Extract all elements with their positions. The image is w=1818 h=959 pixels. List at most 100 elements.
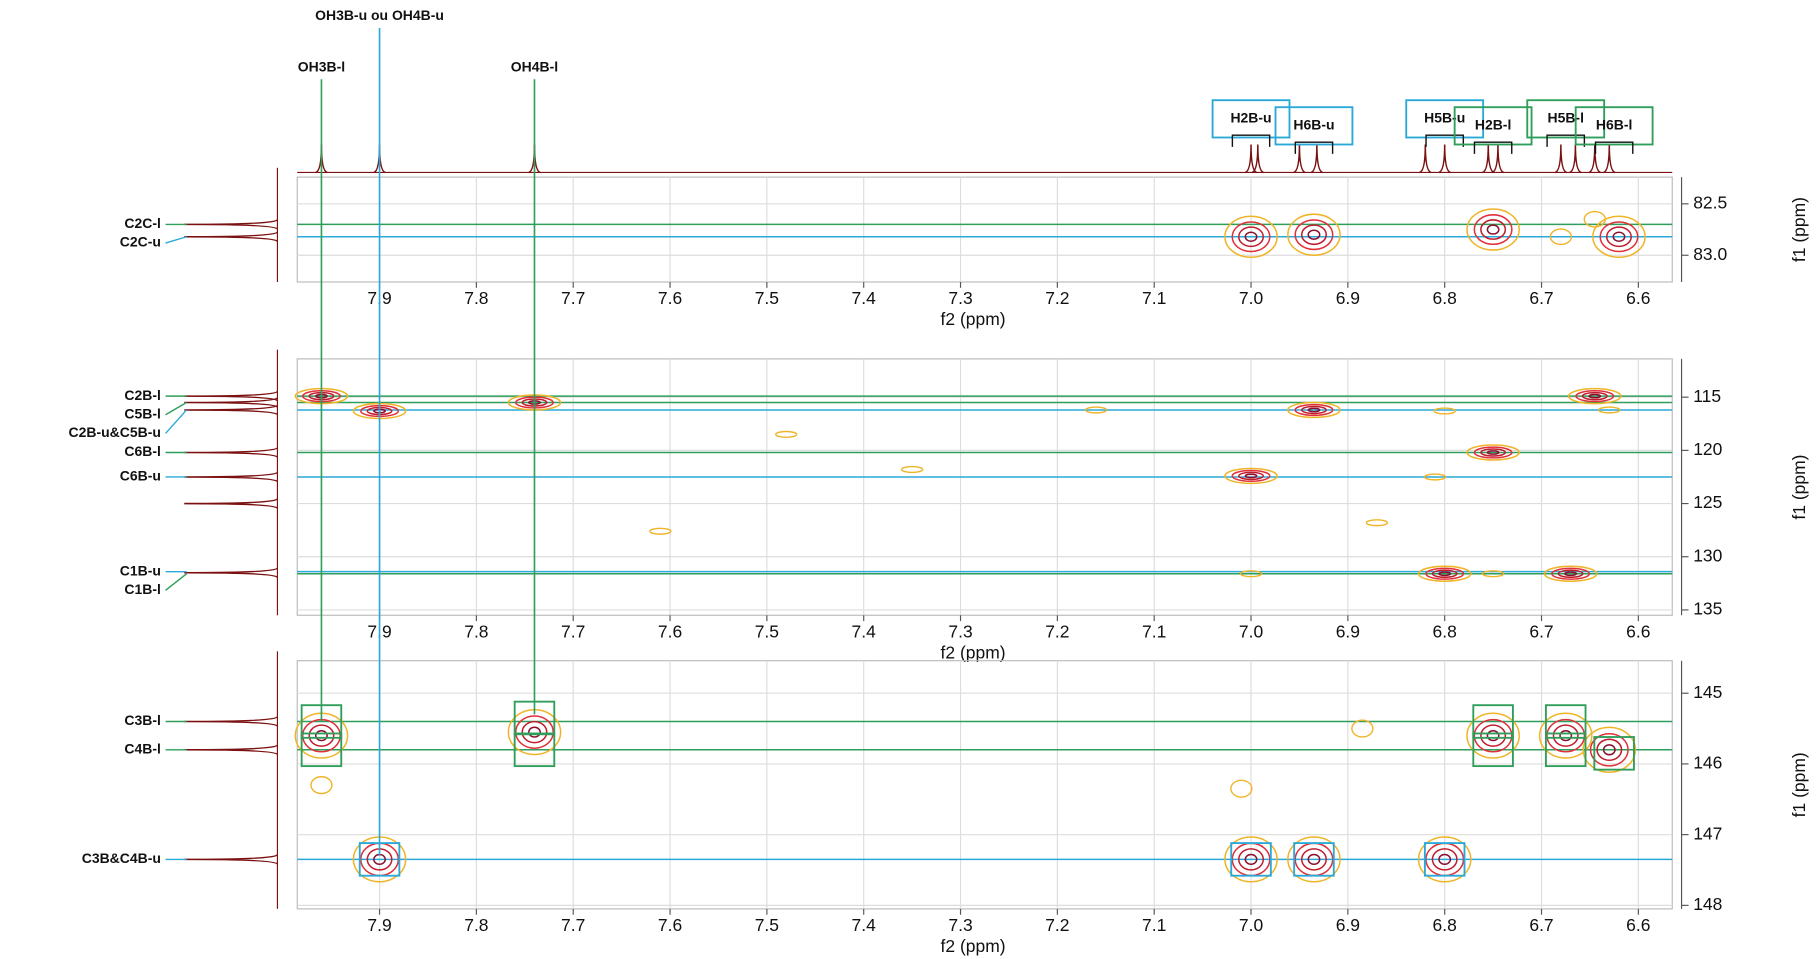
x-axis-label: f2 (ppm) <box>941 642 1006 662</box>
contour <box>1588 393 1602 399</box>
contour <box>1559 729 1573 742</box>
contour <box>1244 853 1258 866</box>
label-box <box>1453 106 1533 146</box>
cross-peak <box>1287 213 1341 256</box>
weak-peak <box>1084 406 1108 414</box>
f2-peak <box>1310 144 1324 174</box>
f1-peak <box>184 397 279 408</box>
contour <box>308 724 335 747</box>
contour <box>1480 219 1507 240</box>
contour <box>1431 848 1458 871</box>
y-axis-label: f1 (ppm) <box>1789 752 1809 817</box>
x-tick-label: 7.8 <box>464 915 488 935</box>
contour <box>514 715 554 749</box>
contour <box>1417 836 1472 883</box>
contour <box>1564 571 1578 577</box>
contour <box>1567 387 1622 405</box>
f2-peak <box>1603 144 1616 174</box>
contour <box>1599 221 1639 253</box>
x-tick-label: 7.5 <box>755 915 779 935</box>
contour <box>1486 450 1500 455</box>
x-tick-label: 7.5 <box>755 288 779 308</box>
x-tick-label: 7.2 <box>1045 288 1069 308</box>
f1-peak <box>184 498 279 509</box>
f2-peak <box>1491 144 1505 174</box>
contour <box>1546 718 1586 753</box>
contour <box>1557 569 1584 579</box>
cross-peak <box>1567 387 1622 405</box>
contour <box>1307 407 1321 413</box>
f1-peak <box>184 854 279 865</box>
x-tick-label: 6.7 <box>1529 915 1553 935</box>
proton-box-label: H2B-l <box>1475 117 1511 133</box>
contour <box>1473 718 1513 753</box>
contour <box>1438 571 1452 577</box>
f1-peak <box>184 471 279 483</box>
contour <box>1473 446 1513 459</box>
contour <box>1486 224 1500 235</box>
contour <box>1238 848 1265 871</box>
carbon-label: C2C-u <box>120 234 161 250</box>
contour <box>1300 405 1327 415</box>
peak-box <box>1472 704 1514 739</box>
proton-box-label: H6B-l <box>1596 117 1632 133</box>
weak-peak <box>1583 210 1606 228</box>
f2-peak <box>1554 144 1568 174</box>
f1-peak <box>184 404 279 416</box>
cross-peak <box>1582 726 1637 773</box>
peak-box <box>1423 842 1466 877</box>
label-box <box>1211 99 1291 139</box>
contour <box>1466 444 1520 461</box>
x-tick-label: 7.6 <box>658 288 682 308</box>
contour <box>1538 712 1593 759</box>
x-tick-label: 7.7 <box>561 288 585 308</box>
x-tick-label: 7.3 <box>948 288 972 308</box>
contour <box>1417 565 1472 582</box>
contour <box>1551 567 1591 580</box>
x-tick-label: 7.2 <box>1045 915 1069 935</box>
weak-peak <box>1365 519 1389 527</box>
cross-peak <box>507 708 562 756</box>
proton-box-label: H6B-u <box>1293 117 1334 133</box>
f2-peak <box>1569 144 1582 174</box>
weak-peak <box>1423 473 1447 481</box>
label-box <box>1274 106 1354 146</box>
contour <box>1612 231 1626 242</box>
weak-peak <box>1239 570 1263 578</box>
contour <box>521 720 548 744</box>
x-tick-label: 6.6 <box>1626 915 1650 935</box>
contour <box>1307 229 1321 240</box>
contour <box>1238 471 1265 481</box>
cross-peak <box>1466 712 1520 759</box>
contour <box>1294 403 1334 417</box>
x-axis-label: f2 (ppm) <box>941 936 1006 956</box>
y-axis-label: f1 (ppm) <box>1789 455 1809 520</box>
x-tick-label: 7.1 <box>1142 915 1166 935</box>
f1-peak <box>184 567 279 578</box>
weak-peak <box>1351 719 1374 738</box>
carbon-label: C5B-l <box>124 405 160 421</box>
multiplet-bracket <box>1425 134 1465 147</box>
plot-frame <box>296 358 1673 616</box>
x-tick-label: 6.9 <box>1336 915 1360 935</box>
x-tick-label: 6.7 <box>1529 621 1553 641</box>
x-tick-label: 7.4 <box>852 621 877 641</box>
cross-peak <box>1224 215 1278 259</box>
f1-peak <box>184 231 279 243</box>
contour <box>1438 853 1452 866</box>
x-tick-label: 7.9 <box>367 915 391 935</box>
multiplet-bracket <box>1594 141 1634 154</box>
contour <box>1543 565 1598 582</box>
carbon-label: C2C-l <box>124 215 160 231</box>
x-tick-label: 6.9 <box>1336 288 1360 308</box>
contour <box>1596 738 1623 762</box>
f2-peak <box>1419 144 1432 174</box>
f1-peak <box>184 716 279 727</box>
x-tick-label: 7.0 <box>1239 288 1264 308</box>
x-tick-label: 7.0 <box>1239 915 1264 935</box>
weak-peak <box>649 527 672 535</box>
label-leader <box>165 573 187 591</box>
x-tick-label: 6.8 <box>1433 288 1457 308</box>
contour <box>1480 724 1507 747</box>
